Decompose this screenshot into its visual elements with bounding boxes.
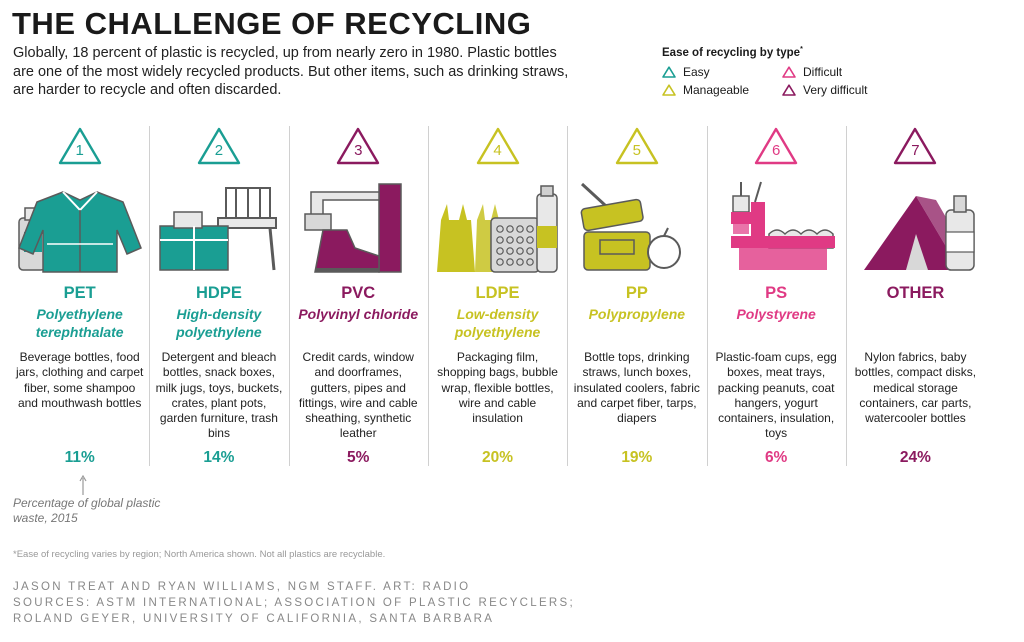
column-divider bbox=[567, 126, 569, 466]
legend-item: Very difficult bbox=[782, 82, 902, 98]
legend-label: Manageable bbox=[683, 82, 750, 97]
recycling-number: 4 bbox=[493, 142, 502, 159]
percent-note: Percentage of global plastic waste, 2015 bbox=[13, 496, 161, 525]
plastic-name: Polypropylene bbox=[588, 306, 686, 322]
page-title: THE CHALLENGE OF RECYCLING bbox=[12, 6, 532, 41]
triangle-icon bbox=[476, 127, 519, 165]
cups-and-egg-box-icon bbox=[731, 181, 836, 270]
plastic-code: LDPE bbox=[475, 284, 520, 302]
plastic-uses: Beverage bottles, food jars, clothing an… bbox=[15, 350, 144, 410]
column-divider bbox=[427, 126, 429, 466]
legend-item: Easy bbox=[662, 64, 782, 80]
recycling-code-badge: 3 bbox=[335, 126, 381, 166]
plastic-column: 7 OTHER Nylon fabrics, baby bottles, compa… bbox=[849, 122, 982, 467]
plastic-uses: Detergent and bleach bottles, snack boxe… bbox=[155, 350, 283, 441]
credits: JASON TREAT AND RYAN WILLIAMS, NGM STAFF… bbox=[13, 579, 575, 627]
plastic-uses: Bottle tops, drinking straws, lunch boxe… bbox=[573, 350, 700, 426]
plastic-column: 5 PP Polypropylene Bottle tops, drinking st… bbox=[570, 122, 703, 467]
plastic-column: 1 PET Polyethylene terephthalate Beverage b… bbox=[13, 122, 146, 467]
recycling-code-badge: 4 bbox=[475, 126, 521, 166]
recycling-number: 2 bbox=[214, 142, 224, 159]
credit-line: ROLAND GEYER, UNIVERSITY OF CALIFORNIA, … bbox=[13, 613, 495, 625]
credit-line: JASON TREAT AND RYAN WILLIAMS, NGM STAFF… bbox=[13, 581, 471, 593]
column-divider bbox=[845, 126, 847, 466]
legend-title-text: Ease of recycling by type bbox=[662, 46, 801, 59]
legend-item: Difficult bbox=[782, 64, 902, 80]
plastic-waste-percent: 5% bbox=[347, 449, 370, 466]
triangle-icon bbox=[782, 66, 796, 78]
recycling-number: 7 bbox=[911, 142, 920, 159]
plastic-code: PET bbox=[63, 284, 96, 302]
plastic-column: 2 HDPE High-density polyethylene Detergent … bbox=[152, 122, 285, 467]
plastic-uses: Credit cards, window and doorframes, gut… bbox=[298, 350, 418, 441]
plastic-name: Polyethylene terephthalate bbox=[35, 306, 124, 340]
plastic-uses: Plastic-foam cups, egg boxes, meat trays… bbox=[715, 350, 837, 441]
legend-title-mark: * bbox=[800, 46, 803, 53]
boot-and-pipes-icon bbox=[304, 183, 402, 273]
triangle-icon bbox=[754, 127, 798, 165]
recycling-code-badge: 1 bbox=[57, 126, 103, 166]
plastic-waste-percent: 24% bbox=[899, 449, 931, 466]
recycling-code-badge: 6 bbox=[753, 126, 799, 166]
plastic-code: PP bbox=[625, 284, 648, 302]
legend-label: Very difficult bbox=[803, 82, 868, 97]
plastic-waste-percent: 19% bbox=[621, 449, 653, 466]
plastic-name: Polystyrene bbox=[736, 306, 816, 322]
recycling-number: 5 bbox=[632, 142, 641, 159]
plastic-code: PVC bbox=[341, 284, 376, 302]
legend-label: Difficult bbox=[803, 64, 843, 79]
triangle-icon bbox=[894, 127, 937, 165]
recycling-code-badge: 2 bbox=[196, 126, 242, 166]
triangle-icon bbox=[615, 127, 659, 165]
plastic-uses: Nylon fabrics, baby bottles, compact dis… bbox=[854, 350, 977, 426]
plastic-waste-percent: 6% bbox=[764, 449, 788, 466]
plastic-column: 6 PS Polystyrene Plastic-foam cups, egg box… bbox=[710, 122, 843, 467]
triangle-icon bbox=[58, 127, 101, 165]
plastic-name: High-density polyethylene bbox=[176, 306, 262, 340]
arrow-up-icon bbox=[79, 475, 87, 495]
plastic-code: HDPE bbox=[196, 284, 242, 302]
triangle-icon bbox=[662, 66, 676, 78]
plastic-name: Polyvinyl chloride bbox=[298, 306, 419, 322]
recycling-number: 1 bbox=[75, 142, 84, 159]
triangle-icon bbox=[782, 84, 796, 96]
legend-item: Manageable bbox=[662, 82, 782, 98]
column-divider bbox=[706, 126, 708, 466]
chair-and-crate-icon bbox=[159, 187, 277, 271]
column-divider bbox=[288, 126, 290, 466]
plastic-waste-percent: 11% bbox=[64, 449, 95, 466]
lunch-box-and-straw-icon bbox=[580, 182, 681, 271]
plastic-waste-percent: 14% bbox=[203, 449, 235, 466]
intro-text: Globally, 18 percent of plastic is recyc… bbox=[13, 45, 569, 98]
plastic-column: 3 PVC Polyvinyl chloride Credit cards, wind… bbox=[292, 122, 425, 467]
ease-legend: Ease of recycling by type* Easy Difficult… bbox=[662, 46, 922, 98]
footnote: *Ease of recycling varies by region; Nor… bbox=[13, 549, 386, 560]
recycling-number: 6 bbox=[771, 142, 781, 159]
recycling-number: 3 bbox=[354, 142, 363, 159]
plastic-code: PS bbox=[765, 284, 788, 302]
recycling-code-badge: 7 bbox=[892, 126, 938, 166]
plastic-uses: Packaging film, shopping bags, bubble wr… bbox=[437, 350, 558, 426]
plastic-name: Low-density polyethylene bbox=[454, 306, 541, 340]
jacket-and-bottle-icon bbox=[17, 191, 142, 273]
triangle-icon bbox=[197, 127, 241, 165]
plastic-waste-percent: 20% bbox=[482, 449, 514, 466]
credit-line: SOURCES: ASTM INTERNATIONAL; ASSOCIATION… bbox=[13, 597, 576, 609]
tent-and-bottle-icon bbox=[864, 195, 976, 271]
bags-and-bubble-wrap-icon bbox=[436, 185, 558, 273]
legend-label: Easy bbox=[683, 64, 710, 79]
plastic-code: OTHER bbox=[886, 284, 945, 302]
triangle-icon bbox=[662, 84, 676, 96]
triangle-icon bbox=[337, 127, 380, 165]
plastic-column: 4 LDPE Low-density polyethylene Packaging f… bbox=[431, 122, 564, 467]
legend-title: Ease of recycling by type* bbox=[662, 46, 922, 59]
recycling-code-badge: 5 bbox=[614, 126, 660, 166]
column-divider bbox=[149, 126, 151, 466]
legend-items: Easy Difficult Manageable Very difficult bbox=[662, 64, 922, 98]
